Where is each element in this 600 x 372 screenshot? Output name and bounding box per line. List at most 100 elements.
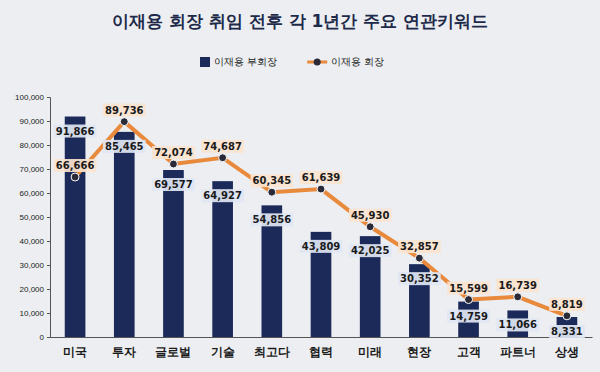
x-tick: 투자	[112, 345, 136, 359]
bar-series	[65, 117, 577, 337]
y-tick: 80,000	[20, 141, 50, 150]
legend-item: 이재용 부회장	[200, 56, 277, 67]
data-label-text: 72,074	[154, 147, 193, 158]
markers	[71, 118, 571, 320]
marker	[514, 293, 522, 301]
y-tick-label: 100,000	[15, 93, 44, 102]
data-label-text: 89,736	[105, 105, 144, 116]
y-tick: 40,000	[20, 237, 50, 246]
data-label: 61,639	[300, 171, 343, 184]
data-label: 85,465	[103, 140, 146, 153]
y-tick-mark	[47, 145, 50, 146]
y-tick-label: 60,000	[20, 189, 45, 198]
data-label: 11,066	[496, 318, 539, 331]
data-label: 8,331	[549, 325, 585, 338]
data-label: 45,930	[349, 209, 392, 222]
data-label-text: 60,345	[253, 175, 292, 186]
x-tick-label: 투자	[112, 345, 136, 359]
x-tick-label: 파트너	[500, 345, 536, 359]
marker	[268, 188, 276, 196]
data-label-box	[54, 125, 97, 138]
y-tick-label: 80,000	[20, 141, 45, 150]
line	[75, 122, 567, 316]
y-tick: 0	[40, 333, 50, 342]
data-label: 30,352	[398, 272, 441, 285]
marker	[465, 296, 473, 304]
data-label-box	[152, 146, 195, 159]
x-tick: 미래	[358, 345, 382, 359]
y-tick-label: 30,000	[20, 261, 45, 270]
legend-item: 이재용 회장	[307, 56, 384, 67]
x-tick-label: 최고다	[254, 345, 290, 359]
x-tick: 고객	[457, 345, 481, 359]
data-label: 91,866	[54, 125, 97, 138]
data-label-box	[549, 325, 585, 338]
x-tick: 기술	[211, 345, 235, 359]
data-label-box	[496, 279, 539, 292]
y-axis: 0 10,000 20,000 30,000 40,000 50,000 60,000 70,…	[15, 93, 50, 342]
y-tick: 50,000	[20, 213, 50, 222]
data-label-box	[398, 240, 441, 253]
y-tick-mark	[47, 313, 50, 314]
data-label-box	[447, 310, 490, 323]
data-label: 32,857	[398, 240, 441, 253]
x-tick: 상생	[554, 345, 579, 359]
data-label-text: 69,577	[154, 179, 193, 190]
y-tick-label: 90,000	[20, 117, 45, 126]
y-tick: 70,000	[20, 165, 50, 174]
x-tick: 협력	[309, 345, 333, 359]
x-tick: 글로벌	[155, 345, 191, 359]
marker	[317, 185, 325, 193]
x-tick-label: 미래	[358, 345, 382, 359]
background	[0, 0, 600, 372]
y-tick-mark	[47, 193, 50, 194]
y-tick: 10,000	[20, 309, 50, 318]
data-label: 64,927	[201, 189, 244, 202]
data-label-text: 85,465	[105, 141, 144, 152]
data-label-text: 74,687	[203, 141, 242, 152]
data-label-box	[201, 189, 244, 202]
data-label: 8,819	[549, 298, 585, 311]
marker	[169, 160, 177, 168]
marks	[65, 117, 577, 337]
data-label-text: 32,857	[400, 241, 439, 252]
y-tick-label: 0	[40, 333, 45, 342]
y-tick-mark	[47, 289, 50, 290]
y-tick-label: 20,000	[20, 285, 45, 294]
marker	[415, 254, 423, 262]
x-axis-line	[51, 337, 593, 338]
data-label-text: 61,639	[302, 172, 341, 183]
y-tick-mark	[47, 217, 50, 218]
data-label-box	[103, 140, 146, 153]
x-tick: 미국	[63, 345, 87, 359]
data-label-text: 30,352	[400, 273, 439, 284]
legend-marker	[314, 59, 321, 66]
x-tick-label: 고객	[457, 345, 481, 359]
data-label: 54,856	[251, 213, 294, 226]
x-tick: 현장	[407, 345, 431, 359]
data-label: 74,687	[201, 140, 244, 153]
data-label: 66,666	[54, 159, 97, 172]
legend-label: 이재용 회장	[331, 56, 384, 67]
data-label-text: 45,930	[351, 210, 390, 221]
data-label-text: 15,599	[449, 283, 488, 294]
data-label-text: 14,759	[449, 311, 488, 322]
data-label: 15,599	[447, 282, 490, 295]
y-tick: 100,000	[15, 93, 50, 102]
y-tick: 60,000	[20, 189, 50, 198]
data-label-text: 8,331	[551, 326, 583, 337]
x-tick: 파트너	[500, 345, 536, 359]
bar	[212, 181, 233, 337]
marker	[366, 223, 374, 231]
y-tick-label: 40,000	[20, 237, 45, 246]
data-label-box	[349, 209, 392, 222]
x-tick-label: 상생	[554, 345, 579, 359]
x-tick-label: 기술	[211, 345, 235, 359]
data-label-box	[496, 318, 539, 331]
data-label: 16,739	[496, 279, 539, 292]
data-label-box	[549, 298, 585, 311]
x-tick-label: 협력	[309, 345, 333, 359]
bar	[114, 132, 135, 337]
data-label: 72,074	[152, 146, 195, 159]
y-tick: 20,000	[20, 285, 50, 294]
